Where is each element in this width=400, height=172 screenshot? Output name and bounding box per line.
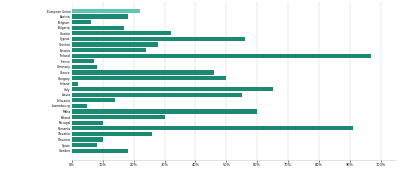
- Bar: [72, 143, 97, 147]
- Bar: [72, 54, 371, 58]
- Bar: [72, 31, 171, 35]
- Bar: [72, 82, 78, 86]
- Bar: [72, 14, 128, 19]
- Bar: [72, 98, 115, 103]
- Bar: [72, 70, 214, 74]
- Bar: [72, 76, 226, 80]
- Bar: [72, 48, 146, 52]
- Bar: [72, 104, 88, 108]
- Bar: [72, 121, 103, 125]
- Bar: [72, 26, 124, 30]
- Bar: [72, 42, 158, 47]
- Bar: [72, 109, 257, 114]
- Bar: [72, 65, 97, 69]
- Bar: [72, 93, 242, 97]
- Bar: [72, 37, 245, 41]
- Bar: [72, 126, 353, 130]
- Bar: [72, 115, 164, 119]
- Bar: [72, 59, 94, 63]
- Bar: [72, 87, 272, 91]
- Bar: [72, 137, 103, 142]
- Bar: [72, 20, 90, 24]
- Bar: [72, 132, 152, 136]
- Bar: [72, 9, 140, 13]
- Bar: [72, 149, 128, 153]
